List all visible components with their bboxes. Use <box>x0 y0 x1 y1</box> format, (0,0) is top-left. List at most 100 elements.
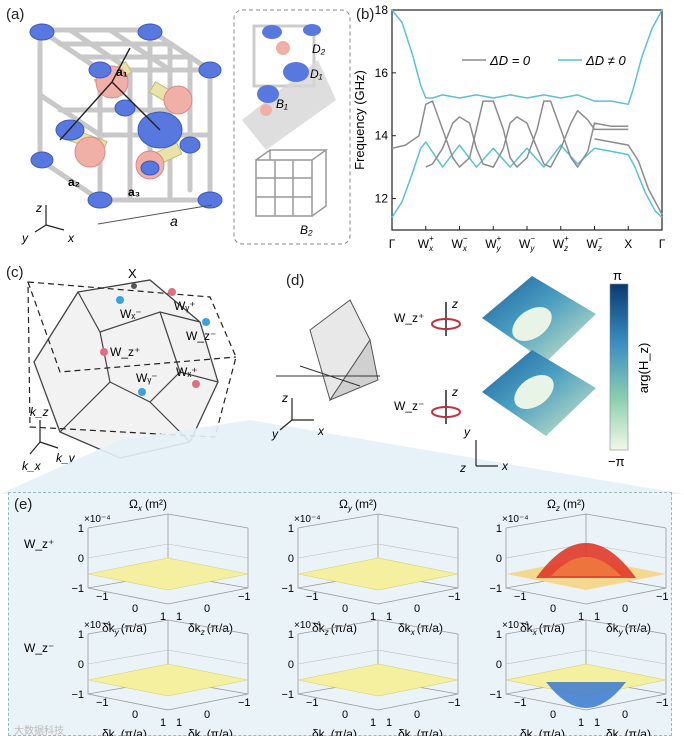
z-tick-label: 0 <box>78 553 84 565</box>
x-tick-label: 0 <box>132 709 138 721</box>
zoom-funnel <box>0 420 684 494</box>
point-wz-plus <box>100 348 108 356</box>
point-wy-minus <box>138 388 146 396</box>
point-wx-plus <box>192 380 200 388</box>
axis-label-left: δkz(π/a) <box>312 727 357 736</box>
scale-label: ×10⁻⁴ <box>84 514 111 525</box>
z-tick-label: −1 <box>71 583 84 595</box>
axis-y-label-d2: y <box>463 425 471 439</box>
axis-label-right: δkx(π/a) <box>398 727 443 736</box>
axis-z-rot-minus: z <box>451 385 458 399</box>
z-tick-label: 1 <box>78 629 84 641</box>
z-tick-label: 1 <box>496 523 502 535</box>
x-tick-label: 0 <box>550 709 556 721</box>
y-tick-label: −1 <box>448 697 461 709</box>
surface-plane <box>297 557 459 591</box>
z-tick-label: −1 <box>281 583 294 595</box>
y-tick-label: 0 <box>622 603 628 615</box>
grid-line <box>87 543 249 559</box>
axis-box <box>505 619 667 711</box>
axis-label-right: δky(π/a) <box>606 727 651 736</box>
y-tick-label: 0 <box>414 709 420 721</box>
scale-label: ×10⁻⁴ <box>294 620 321 631</box>
x-tick-label: Γ <box>659 237 666 251</box>
y-tick-label: 0 <box>414 603 420 615</box>
point-x <box>131 283 137 289</box>
x-tick-label: 1 <box>578 611 584 623</box>
panel-label-e: (e) <box>14 496 33 513</box>
x-tick-label: Wz− <box>587 234 603 253</box>
x-tick-label: Wx+ <box>418 234 434 253</box>
bz-edges <box>59 291 219 443</box>
band-line-0 <box>391 9 663 106</box>
grid-line <box>87 649 249 665</box>
axis-box <box>87 619 249 711</box>
z-tick-label: 1 <box>496 629 502 641</box>
row-label-wz-plus: W_z⁺ <box>24 537 54 551</box>
label-wx-plus: Wₓ⁺ <box>176 365 198 379</box>
x-tick-label: Wz+ <box>553 234 569 253</box>
colorbar-bottom: −π <box>608 454 625 469</box>
label-wz-plus-d: W_z⁺ <box>394 311 424 325</box>
y-tick-label: 1 <box>386 611 392 623</box>
legend-label-ddne0: ΔD ≠ 0 <box>585 53 626 68</box>
y-tick-label: 1 <box>176 611 182 623</box>
z-tick-label: 0 <box>288 659 294 671</box>
axes-d-right <box>475 440 498 467</box>
z-tick-label: 0 <box>496 659 502 671</box>
label-wy-minus: Wᵧ⁻ <box>136 371 158 385</box>
y-tick-label: 16 <box>375 66 389 80</box>
x-tick-label: 1 <box>160 717 166 729</box>
scale-label: ×10⁻⁴ <box>502 514 529 525</box>
axis-label-left: δkx(π/a) <box>520 727 565 736</box>
vector-a2-label: a₂ <box>68 175 80 189</box>
label-wz-minus-d: W_z⁻ <box>394 399 424 413</box>
x-tick-label: 1 <box>370 717 376 729</box>
panel-label-c: (c) <box>6 264 24 281</box>
y-tick-label: 1 <box>594 611 600 623</box>
y-tick-label: 1 <box>594 717 600 729</box>
lattice-illustration: a₁ a₂ a₃ a z y x D₂ D₁ B₁ B₂ <box>21 9 351 245</box>
axis-y-label-a: y <box>21 231 29 245</box>
y-tick-label: −1 <box>656 591 669 603</box>
z-tick-label: 1 <box>78 523 84 535</box>
z-tick-label: 0 <box>288 553 294 565</box>
surface-plane <box>87 557 249 591</box>
z-tick-label: −1 <box>489 689 502 701</box>
z-tick-label: −1 <box>71 689 84 701</box>
y-tick-label: 1 <box>176 717 182 729</box>
panel-label-a: (a) <box>6 6 25 23</box>
x-tick-label: 0 <box>342 709 348 721</box>
x-tick-label: 1 <box>370 611 376 623</box>
bz-dashed-cube <box>27 281 237 438</box>
column-title: Ωz (m²) <box>547 497 585 513</box>
z-tick-label: −1 <box>281 689 294 701</box>
x-ticks: Γ Wx+ Wx− Wy+ Wy− Wz+ Wz− X Γ <box>389 226 666 253</box>
label-kz: k_z <box>30 405 49 419</box>
y-tick-label: 12 <box>375 192 389 206</box>
y-tick-label: 0 <box>204 709 210 721</box>
row-label-wz-minus: W_z⁻ <box>24 641 54 655</box>
y-tick-label: −1 <box>238 697 251 709</box>
y-ticks: 12 14 16 18 <box>375 3 396 206</box>
x-tick-label: 0 <box>342 603 348 615</box>
label-B2: B₂ <box>300 223 313 237</box>
rotation-icon-plus <box>431 302 461 336</box>
axis-z-label-d: z <box>281 391 288 405</box>
inset-unit-cell <box>242 24 336 150</box>
x-tick-label: Wy+ <box>485 234 501 253</box>
band-line-2 <box>391 100 629 168</box>
axis-box <box>297 619 459 711</box>
scale-label: ×10⁻⁴ <box>294 514 321 525</box>
axis-label-right: δky(π/a) <box>606 621 651 637</box>
axis-label-right: δkz(π/a) <box>188 727 233 736</box>
y-tick-label: −1 <box>238 591 251 603</box>
y-tick-label: 0 <box>204 603 210 615</box>
y-tick-label: 14 <box>375 129 389 143</box>
field-map-minus <box>482 350 596 436</box>
label-wx-minus: Wₓ⁻ <box>120 307 142 321</box>
x-tick-label: −1 <box>306 697 319 709</box>
